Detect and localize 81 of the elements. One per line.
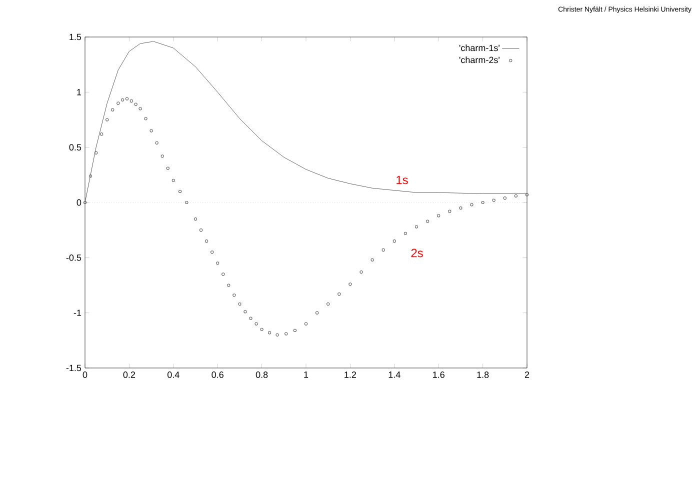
x-tick-label: 0.4 [167, 372, 180, 378]
y-tick-label: 1 [77, 89, 82, 96]
annotation: 2s [411, 248, 423, 258]
point [106, 118, 109, 122]
x-tick-label: 0.2 [123, 372, 135, 378]
point [199, 228, 203, 232]
point [138, 107, 142, 110]
point [316, 311, 319, 314]
y-tick-label: -0.5 [66, 254, 82, 261]
point [150, 129, 153, 132]
point [338, 292, 341, 296]
point [470, 203, 474, 206]
point [254, 322, 258, 326]
point [172, 178, 175, 182]
point [260, 328, 264, 331]
x-tick-label: 1.6 [433, 372, 444, 378]
point [525, 193, 529, 196]
point [130, 99, 133, 103]
y-tick-label: -1 [74, 310, 82, 316]
point [284, 332, 288, 336]
point [185, 200, 188, 204]
point [304, 322, 308, 326]
point [514, 194, 518, 198]
point [100, 132, 104, 136]
point [326, 302, 330, 306]
point [370, 258, 374, 262]
legend-label: 'charm-1s' [459, 44, 500, 52]
annotation: 1s [396, 176, 408, 184]
point [94, 151, 98, 154]
point [160, 154, 164, 158]
point [125, 97, 129, 100]
x-tick-label: 0 [82, 372, 88, 378]
point [404, 232, 408, 235]
point [459, 206, 462, 210]
point [276, 333, 279, 336]
point [83, 200, 87, 204]
point [503, 196, 506, 200]
x-tick-label: 2 [524, 372, 530, 378]
x-tick-label: 1.2 [344, 372, 356, 378]
x-tick-label: 0.8 [256, 372, 268, 378]
point [134, 102, 138, 106]
point [448, 210, 452, 213]
point [492, 198, 496, 202]
line-series [85, 41, 528, 203]
point [360, 270, 363, 274]
x-tick-label: 1 [304, 372, 308, 378]
point [222, 272, 225, 276]
point [348, 282, 352, 286]
point [426, 220, 430, 223]
y-tick-label: -1.5 [66, 364, 82, 372]
point [238, 302, 242, 306]
y-tick-label: 0 [76, 199, 82, 206]
point [116, 102, 120, 105]
point [392, 240, 396, 243]
y-tick-label: 0.5 [69, 144, 82, 151]
point [382, 248, 385, 252]
y-tick-label: 1.5 [70, 34, 82, 40]
x-tick-label: 1.8 [477, 372, 489, 378]
point [268, 331, 272, 334]
point [244, 310, 247, 314]
point [249, 316, 252, 320]
point [414, 225, 418, 228]
point [194, 217, 198, 221]
point [481, 200, 484, 204]
point [232, 294, 236, 297]
point [205, 240, 208, 243]
point [178, 190, 182, 194]
legend-label: 'charm-2s' [459, 56, 500, 64]
point [210, 250, 214, 254]
point [155, 141, 158, 144]
point [121, 98, 124, 102]
x-tick-label: 0.6 [212, 372, 224, 378]
point [166, 166, 170, 170]
point [88, 174, 92, 178]
point [227, 284, 230, 287]
x-tick-label: 1.4 [388, 372, 400, 378]
point [293, 328, 297, 332]
point [111, 108, 114, 112]
point [437, 214, 440, 218]
point [144, 117, 148, 120]
point [216, 262, 220, 265]
